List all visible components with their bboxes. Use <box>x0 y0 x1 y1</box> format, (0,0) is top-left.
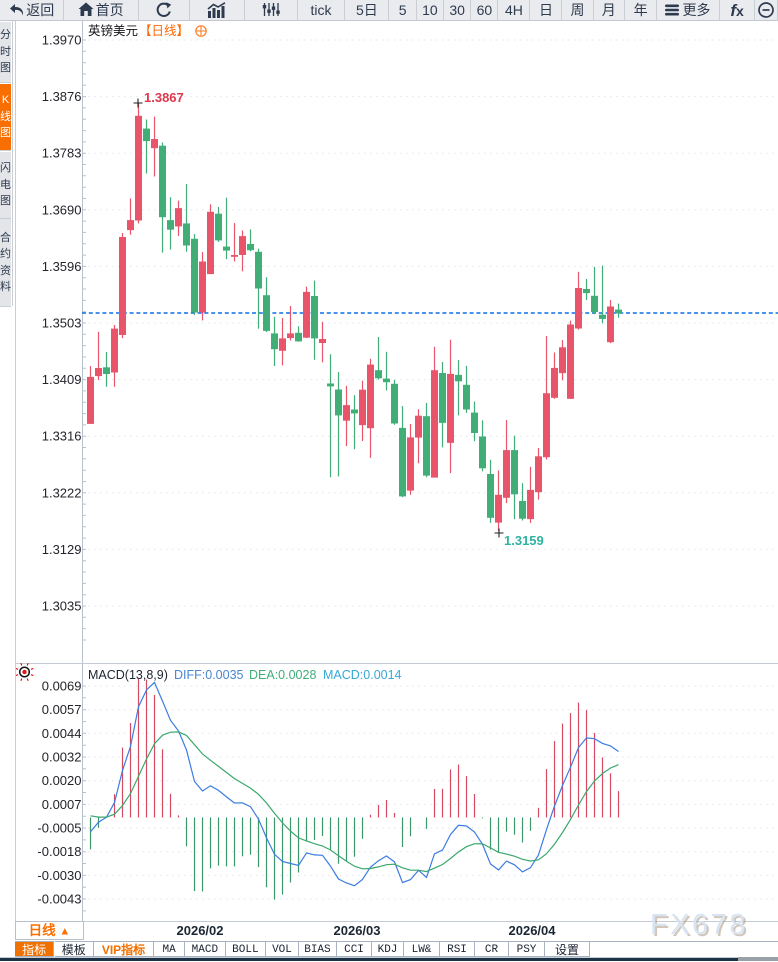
svg-text:-0.0005: -0.0005 <box>37 821 81 836</box>
svg-text:1.3876: 1.3876 <box>42 89 82 104</box>
svg-text:0.0007: 0.0007 <box>42 797 82 812</box>
svg-text:1.3316: 1.3316 <box>42 429 82 444</box>
svg-text:0.0020: 0.0020 <box>42 773 82 788</box>
svg-text:1.3035: 1.3035 <box>42 599 82 614</box>
svg-text:DEA:0.0028: DEA:0.0028 <box>249 668 316 682</box>
svg-text:0.0044: 0.0044 <box>42 726 82 741</box>
svg-text:1.3596: 1.3596 <box>42 259 82 274</box>
svg-text:MACD:0.0014: MACD:0.0014 <box>323 668 402 682</box>
svg-text:MACD(13,8,9): MACD(13,8,9) <box>88 668 168 682</box>
svg-text:1.3970: 1.3970 <box>42 33 82 48</box>
svg-text:1.3690: 1.3690 <box>42 202 82 217</box>
svg-text:1.3503: 1.3503 <box>42 316 82 331</box>
svg-text:-0.0043: -0.0043 <box>37 892 81 907</box>
svg-text:0.0057: 0.0057 <box>42 702 82 717</box>
svg-text:DIFF:0.0035: DIFF:0.0035 <box>174 668 244 682</box>
svg-text:1.3867: 1.3867 <box>144 90 184 105</box>
svg-text:英镑美元: 英镑美元 <box>88 23 138 38</box>
svg-text:1.3222: 1.3222 <box>42 485 82 500</box>
svg-text:1.3129: 1.3129 <box>42 542 82 557</box>
svg-text:1.3783: 1.3783 <box>42 146 82 161</box>
svg-text:【日线】: 【日线】 <box>139 24 189 38</box>
svg-text:1.3159: 1.3159 <box>504 533 544 548</box>
svg-text:0.0069: 0.0069 <box>42 679 82 694</box>
svg-text:-0.0030: -0.0030 <box>37 868 81 883</box>
svg-text:-0.0018: -0.0018 <box>37 844 81 859</box>
svg-text:0.0032: 0.0032 <box>42 750 82 765</box>
svg-text:1.3409: 1.3409 <box>42 372 82 387</box>
